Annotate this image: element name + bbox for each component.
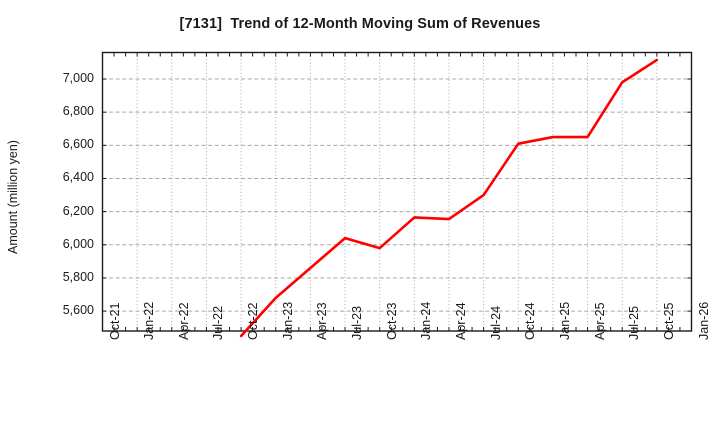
chart-title: [7131] Trend of 12-Month Moving Sum of R… <box>179 16 541 32</box>
y-tick-label: 6,000 <box>62 236 94 251</box>
x-tick-label: Jan-22 <box>142 301 157 340</box>
x-tick-label: Apr-24 <box>453 302 468 340</box>
x-tick-label: Oct-21 <box>107 302 122 340</box>
x-tick-label: Jan-23 <box>280 301 295 340</box>
y-tick-label: 6,800 <box>62 104 94 119</box>
x-tick-label: Apr-25 <box>592 302 607 340</box>
vertical-gridlines <box>136 52 658 331</box>
x-tick-label: Jul-25 <box>627 305 642 340</box>
y-tick-label: 6,600 <box>62 137 94 152</box>
x-tick-label: Oct-25 <box>661 302 676 340</box>
x-tick-label: Jan-26 <box>696 301 711 340</box>
x-tick-label: Oct-22 <box>246 302 261 340</box>
x-tick-label: Jul-23 <box>350 305 365 340</box>
x-tick-label: Jan-24 <box>419 301 434 340</box>
plot-frame <box>101 51 693 332</box>
x-axis-ticks <box>102 52 692 331</box>
horizontal-gridlines <box>102 78 692 312</box>
x-tick-label: Jul-22 <box>211 305 226 340</box>
x-tick-label: Apr-23 <box>315 302 330 340</box>
y-tick-label: 6,200 <box>62 203 94 218</box>
y-tick-label: 6,400 <box>62 170 94 185</box>
revenue-trend-line <box>239 58 659 338</box>
x-tick-label: Jan-25 <box>557 301 572 340</box>
x-tick-label: Oct-23 <box>384 302 399 340</box>
y-tick-label: 7,000 <box>62 71 94 86</box>
x-tick-label: Jul-24 <box>488 305 503 340</box>
x-tick-label: Oct-24 <box>523 302 538 340</box>
x-tick-label: Apr-22 <box>176 302 191 340</box>
y-tick-label: 5,600 <box>62 303 94 318</box>
y-tick-label: 5,800 <box>62 269 94 284</box>
